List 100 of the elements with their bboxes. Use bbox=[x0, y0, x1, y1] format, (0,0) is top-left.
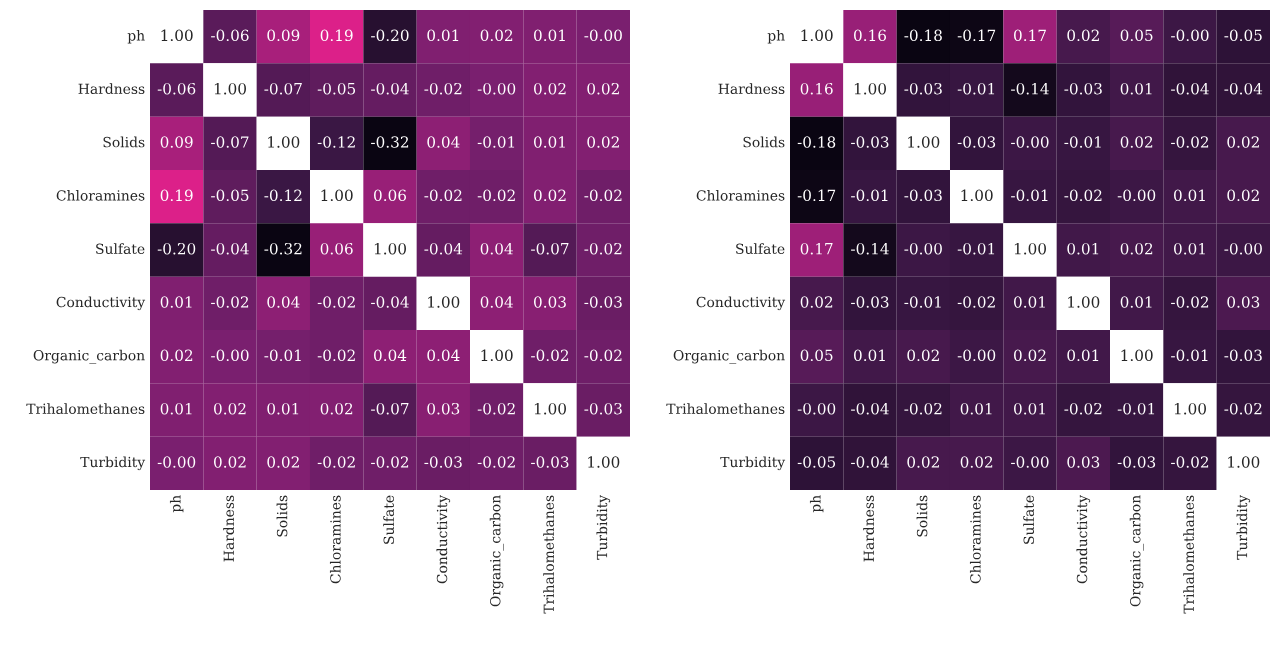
data-label: -0.02 bbox=[211, 296, 249, 308]
data-label: 0.01 bbox=[1067, 242, 1099, 255]
data-label: 0.01 bbox=[427, 29, 459, 42]
y-tick-label: Organic_carbon bbox=[33, 349, 145, 364]
data-label: -0.07 bbox=[211, 136, 249, 148]
data-label: -0.03 bbox=[584, 402, 622, 415]
data-label: -0.01 bbox=[957, 82, 995, 95]
data-label: 0.02 bbox=[1120, 136, 1153, 148]
data-label: 0.04 bbox=[480, 296, 513, 308]
data-label: -0.02 bbox=[1064, 402, 1102, 415]
y-tick-label: Organic_carbon bbox=[673, 349, 785, 364]
data-label: -0.03 bbox=[957, 136, 996, 148]
data-label: 1.00 bbox=[801, 29, 833, 42]
data-label: 0.03 bbox=[427, 402, 460, 415]
x-tick-label: ph bbox=[169, 495, 184, 513]
data-label: 0.02 bbox=[214, 456, 246, 468]
data-label: -0.05 bbox=[317, 82, 356, 95]
data-label: -0.02 bbox=[584, 189, 622, 202]
data-label: 0.01 bbox=[960, 402, 992, 415]
data-label: -0.01 bbox=[957, 242, 995, 255]
data-label: 0.09 bbox=[267, 29, 300, 42]
data-label: 0.02 bbox=[1227, 189, 1259, 202]
data-label: -0.14 bbox=[1011, 82, 1049, 95]
data-label: -0.20 bbox=[371, 29, 409, 42]
data-label: -0.02 bbox=[1171, 456, 1209, 468]
data-label: -0.03 bbox=[904, 82, 942, 95]
data-label: 1.00 bbox=[428, 296, 460, 308]
data-label: 0.04 bbox=[427, 349, 460, 362]
data-label: 0.02 bbox=[160, 349, 193, 362]
y-tick-label: ph bbox=[127, 29, 145, 44]
data-label: 0.02 bbox=[534, 189, 566, 202]
data-label: 1.00 bbox=[534, 402, 566, 415]
data-label: 0.02 bbox=[214, 402, 246, 415]
data-label: -0.05 bbox=[1224, 29, 1262, 42]
data-label: 0.16 bbox=[854, 29, 887, 42]
data-label: 1.00 bbox=[268, 136, 300, 148]
data-label: -0.00 bbox=[957, 349, 996, 362]
data-label: 0.02 bbox=[960, 456, 993, 468]
data-label: -0.00 bbox=[1171, 29, 1209, 42]
data-label: 0.01 bbox=[854, 349, 885, 362]
data-label: -0.02 bbox=[424, 82, 462, 95]
data-label: -0.00 bbox=[797, 402, 836, 415]
data-label: -0.01 bbox=[1064, 136, 1101, 148]
data-label: -0.02 bbox=[1171, 136, 1209, 148]
data-label: -0.02 bbox=[531, 349, 569, 362]
y-tick-label: Sulfate bbox=[736, 243, 785, 255]
x-tick-label: Sulfate bbox=[383, 495, 395, 544]
data-label: 1.00 bbox=[374, 242, 406, 255]
data-label: -0.03 bbox=[424, 456, 462, 468]
x-tick-label: Chloramines bbox=[329, 495, 341, 584]
data-label: -0.01 bbox=[904, 296, 941, 308]
data-label: 0.09 bbox=[160, 136, 193, 148]
data-label: -0.01 bbox=[851, 189, 888, 202]
data-label: 0.02 bbox=[587, 82, 619, 95]
data-label: -0.02 bbox=[1171, 296, 1209, 308]
x-tick-label: Chloramines bbox=[969, 495, 981, 584]
data-label: 1.00 bbox=[1014, 242, 1046, 255]
data-label: -0.00 bbox=[1011, 456, 1049, 468]
x-tick-label: ph bbox=[809, 495, 824, 513]
data-label: 0.01 bbox=[1174, 189, 1205, 202]
data-label: -0.02 bbox=[904, 402, 942, 415]
data-label: -0.04 bbox=[1171, 82, 1209, 95]
y-tick-label: Conductivity bbox=[696, 296, 786, 311]
data-label: 0.01 bbox=[1014, 402, 1045, 415]
data-label: 0.04 bbox=[427, 136, 460, 148]
data-label: -0.00 bbox=[157, 456, 196, 468]
y-tick-label: Sulfate bbox=[96, 243, 145, 255]
data-label: -0.00 bbox=[1011, 136, 1049, 148]
x-tick-label: Organic_carbon bbox=[489, 495, 504, 607]
data-label: 0.17 bbox=[800, 242, 833, 255]
x-tick-label: Sulfate bbox=[1023, 495, 1035, 544]
y-tick-label: Hardness bbox=[78, 83, 145, 95]
data-label: 0.02 bbox=[480, 29, 513, 42]
x-tick-label: Trihalomethanes bbox=[1183, 495, 1195, 614]
data-label: -0.07 bbox=[371, 402, 409, 415]
data-label: -0.14 bbox=[851, 242, 889, 255]
data-label: -0.17 bbox=[797, 189, 836, 202]
data-label: -0.04 bbox=[371, 296, 409, 308]
data-label: -0.02 bbox=[317, 456, 355, 468]
data-label: -0.04 bbox=[851, 402, 889, 415]
data-label: -0.06 bbox=[157, 82, 196, 95]
data-label: 1.00 bbox=[321, 189, 353, 202]
data-label: -0.07 bbox=[264, 82, 302, 95]
data-label: 0.01 bbox=[534, 29, 565, 42]
data-label: 0.04 bbox=[374, 349, 407, 362]
y-tick-label: Chloramines bbox=[696, 189, 785, 201]
data-label: 0.02 bbox=[587, 136, 619, 148]
data-label: 0.05 bbox=[800, 349, 833, 362]
x-tick-label: Turbidity bbox=[596, 494, 611, 560]
x-tick-label: Conductivity bbox=[1076, 494, 1091, 584]
data-label: -0.18 bbox=[797, 136, 836, 148]
data-label: -0.02 bbox=[477, 402, 515, 415]
data-label: -0.02 bbox=[371, 456, 409, 468]
data-label: 0.02 bbox=[534, 82, 566, 95]
data-label: 0.02 bbox=[320, 402, 353, 415]
x-tick-label: Conductivity bbox=[436, 494, 451, 584]
data-label: -0.00 bbox=[584, 29, 622, 42]
data-label: -0.01 bbox=[1117, 402, 1155, 415]
y-tick-label: Turbidity bbox=[720, 456, 786, 471]
data-label: 0.19 bbox=[320, 29, 353, 42]
